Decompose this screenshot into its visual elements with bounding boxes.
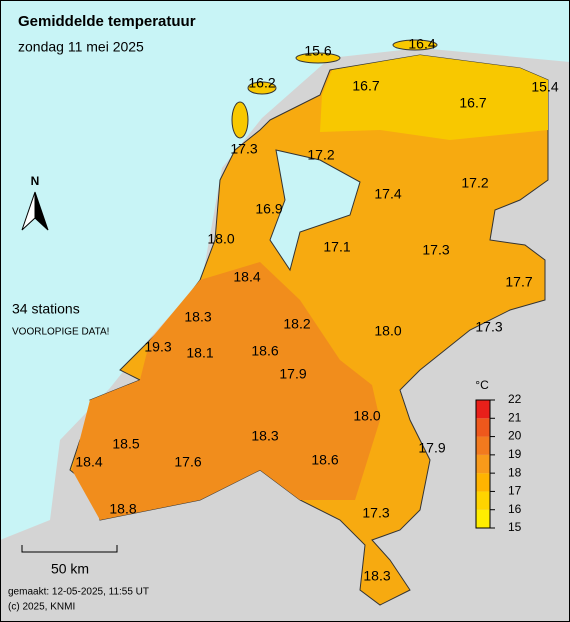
station-value: 17.9 [418, 440, 445, 456]
warm-region [72, 262, 380, 520]
station-value: 18.6 [251, 343, 278, 359]
title: Gemiddelde temperatuur [18, 13, 196, 30]
island [295, 52, 341, 64]
station-value: 18.4 [233, 269, 260, 285]
sea [0, 0, 570, 540]
station-value: 18.3 [363, 568, 390, 584]
station-value: 17.7 [505, 274, 532, 290]
station-value: 17.1 [323, 239, 350, 255]
station-value: 17.3 [230, 141, 257, 157]
station-value: 18.2 [283, 316, 310, 332]
station-value: 18.0 [353, 408, 380, 424]
legend-label: 20 [508, 429, 522, 443]
station-value: 16.2 [248, 75, 275, 91]
station-value: 17.3 [362, 505, 389, 521]
legend-label: 19 [508, 447, 522, 461]
legend-swatch [476, 436, 490, 455]
island [231, 101, 249, 139]
legend-swatch [476, 454, 490, 474]
scale-bar [21, 545, 118, 553]
island [392, 39, 438, 51]
copyright: (c) 2025, KNMI [8, 602, 75, 613]
station-value: 16.7 [459, 95, 486, 111]
subtitle: zondag 11 mei 2025 [18, 39, 144, 55]
station-count: 34 stations [12, 301, 80, 317]
station-value: 17.4 [374, 186, 401, 202]
legend-label: 22 [508, 392, 522, 406]
legend-label: 17 [508, 484, 522, 498]
station-value: 18.3 [251, 428, 278, 444]
north-arrow [34, 191, 49, 231]
station-value: 17.6 [174, 454, 201, 470]
ijsselmeer [269, 149, 361, 272]
legend-swatch [476, 491, 490, 510]
cool-region [320, 55, 548, 140]
station-value: 18.6 [311, 452, 338, 468]
station-value: 19.3 [144, 339, 171, 355]
station-value: 17.9 [279, 366, 306, 382]
station-value: 15.6 [304, 43, 331, 59]
station-value: 17.2 [461, 175, 488, 191]
station-value: 18.0 [374, 323, 401, 339]
legend-border [475, 399, 491, 529]
legend-label: 18 [508, 465, 522, 479]
station-value: 18.5 [112, 436, 139, 452]
made-date: gemaakt: 12-05-2025, 11:55 UT [8, 587, 149, 598]
station-value: 17.2 [307, 147, 334, 163]
station-value: 18.4 [75, 454, 102, 470]
legend-swatch [476, 418, 490, 437]
legend-label: 16 [508, 502, 522, 516]
legend-label: 15 [508, 520, 522, 534]
north-label: N [31, 174, 40, 188]
station-value: 16.9 [255, 201, 282, 217]
station-value: 16.7 [352, 78, 379, 94]
scale-label: 50 km [51, 561, 89, 577]
legend-swatch [476, 509, 490, 528]
station-value: 18.0 [207, 231, 234, 247]
legend-swatch [476, 473, 490, 492]
notice: VOORLOPIGE DATA! [12, 327, 109, 338]
station-value: 17.3 [475, 319, 502, 335]
station-value: 18.8 [109, 501, 136, 517]
island [247, 81, 277, 95]
legend-unit: °C [475, 378, 489, 392]
station-value: 15.4 [531, 79, 558, 95]
legend-swatch [476, 400, 490, 419]
legend-label: 21 [508, 410, 522, 424]
station-value: 16.4 [408, 36, 435, 52]
station-value: 18.1 [186, 345, 213, 361]
station-value: 18.3 [184, 309, 211, 325]
station-value: 17.3 [422, 242, 449, 258]
